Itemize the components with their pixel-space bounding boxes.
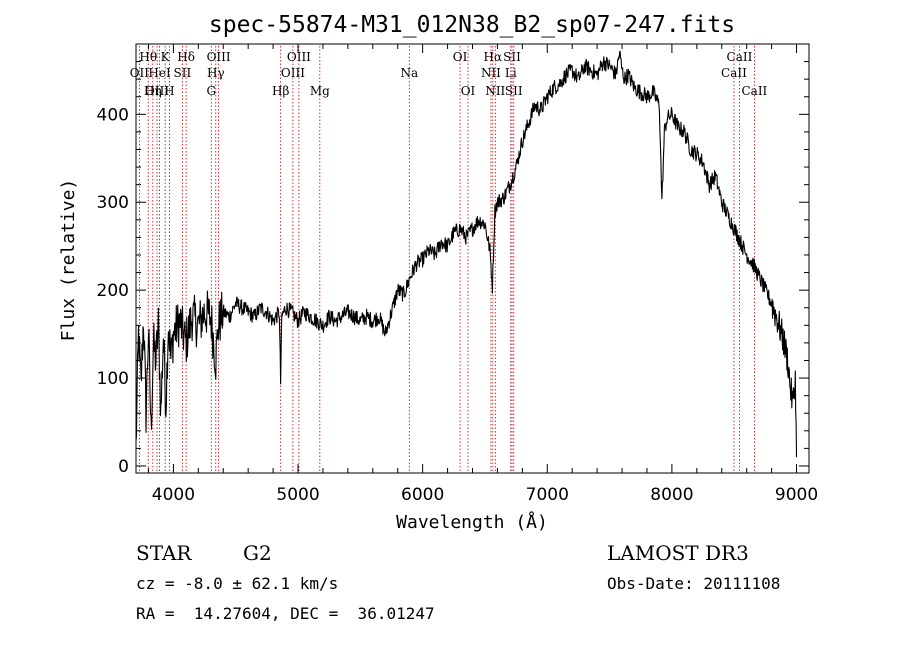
line-marker-label-12: Hβ — [272, 84, 289, 98]
subclass-label: G2 — [243, 541, 272, 565]
line-marker-label-2: OIII — [145, 84, 169, 98]
line-marker-label-22: SII — [503, 50, 521, 64]
x-tick-label: 4000 — [152, 485, 195, 505]
line-marker-label-4: Hη — [144, 84, 162, 98]
line-marker-label-0: Hθ — [139, 50, 157, 64]
line-marker-label-15: Mg — [310, 84, 330, 98]
line-marker-label-3: HeI — [148, 66, 171, 80]
line-marker-label-6: H — [164, 84, 174, 98]
line-marker-label-8: Hδ — [177, 50, 195, 64]
line-marker-label-10: Hγ — [207, 66, 225, 80]
line-marker-label-11: G — [206, 84, 216, 98]
line-marker-label-9: OIII — [207, 50, 231, 64]
coordinates-text: RA = 14.27604, DEC = 36.01247 — [136, 604, 435, 623]
y-tick-label: 400 — [97, 105, 129, 125]
line-marker-label-16: Na — [400, 66, 418, 80]
line-marker-label-5: K — [161, 50, 171, 64]
y-tick-label: 0 — [118, 457, 129, 477]
x-tick-label: 7000 — [526, 485, 569, 505]
line-marker-label-1: OII — [130, 66, 150, 80]
star-class-label: STAR — [136, 541, 192, 565]
x-tick-label: 9000 — [775, 485, 818, 505]
line-marker-label-19: Hα — [484, 50, 503, 64]
y-tick-label: 100 — [97, 369, 129, 389]
line-marker-label-14: OIII — [281, 66, 305, 80]
axis-ticks: 4000 5000 6000 7000 8000 9000 0 100 200 300 400 — [97, 44, 818, 505]
y-tick-label: 300 — [97, 193, 129, 213]
chart-title: spec-55874-M31_012N38_B2_sp07-247.fits — [209, 12, 735, 38]
x-tick-label: 8000 — [650, 485, 693, 505]
x-tick-label: 5000 — [276, 485, 319, 505]
line-marker-label-18: OI — [461, 84, 476, 98]
line-marker-label-26: CaII — [721, 66, 747, 80]
obs-date-text: Obs-Date: 20111108 — [607, 574, 781, 593]
line-marker-label-25: CaII — [727, 50, 753, 64]
plot-frame — [135, 43, 810, 474]
redshift-text: cz = -8.0 ± 62.1 km/s — [136, 574, 339, 593]
y-tick-label: 200 — [97, 281, 129, 301]
x-tick-label: 6000 — [401, 485, 444, 505]
line-marker-label-17: OI — [453, 50, 468, 64]
line-marker-label-24: SII — [505, 84, 523, 98]
survey-label: LAMOST DR3 — [607, 541, 749, 565]
x-axis-label: Wavelength (Å) — [396, 511, 548, 533]
line-marker-label-20: NII — [481, 66, 501, 80]
flux-series-line — [135, 50, 798, 458]
line-marker-label-7: SII — [174, 66, 192, 80]
y-axis-label: Flux (relative) — [58, 179, 79, 342]
line-marker-label-21: NII — [485, 84, 505, 98]
line-marker-label-23: Li — [505, 66, 517, 80]
line-marker-label-13: OIII — [287, 50, 311, 64]
line-marker-label-27: CaII — [741, 84, 767, 98]
